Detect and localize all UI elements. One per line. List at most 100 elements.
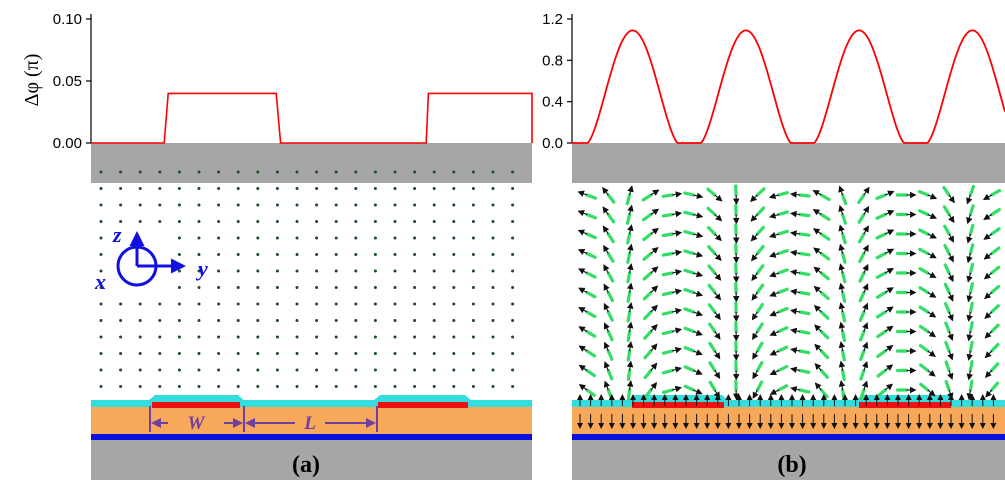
field-dot (197, 236, 201, 240)
field-arrow (683, 307, 704, 317)
field-dot (295, 368, 299, 372)
field-dot (511, 368, 515, 372)
field-dot (373, 253, 377, 256)
field-dot (334, 385, 338, 388)
field-dot (177, 220, 181, 223)
red-strip-b-2 (859, 402, 951, 408)
field-dot (256, 203, 260, 207)
field-arrow (683, 346, 703, 356)
field-arrow (752, 341, 764, 360)
field-dot (256, 253, 260, 256)
field-dot (354, 319, 358, 322)
field-dot (452, 187, 456, 190)
panel-a: Δφ (π) 0.00 0.05 0.10 (21, 11, 533, 480)
field-dot (373, 368, 377, 372)
field-arrow (983, 208, 1001, 220)
field-arrow (603, 264, 615, 283)
field-dot (138, 319, 142, 322)
field-arrow (732, 242, 740, 264)
field-dot (511, 335, 515, 339)
field-dot (295, 286, 299, 289)
field-arrow (578, 345, 597, 358)
field-dot (217, 253, 221, 256)
field-dot (256, 335, 260, 339)
field-dot (413, 335, 417, 339)
field-dot (471, 335, 475, 339)
field-dot (393, 319, 397, 322)
field-dot (295, 335, 299, 339)
field-dot (177, 236, 181, 240)
field-arrow (769, 287, 789, 297)
field-arrow (643, 362, 658, 380)
width-label: W (188, 413, 206, 434)
field-dot (158, 302, 162, 306)
field-arrow (683, 326, 703, 336)
spacing-label: L (303, 413, 316, 434)
field-arrow (876, 383, 894, 398)
field-dot (158, 368, 162, 372)
field-arrow (838, 302, 847, 323)
field-dot (315, 269, 319, 273)
field-arrow (626, 321, 634, 342)
field-dot (256, 170, 260, 174)
field-dot (413, 220, 417, 223)
y-tick-label-a: 0.05 (53, 73, 82, 90)
field-arrow (641, 208, 660, 222)
field-arrow (813, 305, 830, 320)
field-dot (334, 203, 338, 207)
field-dot (99, 319, 103, 322)
field-dot (471, 286, 475, 289)
field-arrow (603, 341, 614, 361)
substrate-top-a (91, 143, 532, 183)
field-arrow (966, 301, 974, 322)
field-dot (275, 286, 279, 289)
field-arrow (578, 384, 596, 397)
field-arrow (661, 366, 682, 375)
field-arrow (577, 210, 598, 220)
field-dot (413, 253, 417, 256)
field-dot (256, 352, 260, 355)
field-arrow (838, 263, 847, 284)
field-arrow (943, 263, 954, 283)
field-arrow (790, 269, 811, 276)
field-arrow (751, 302, 765, 321)
phase-plot-b: 0.0 0.4 0.8 1.2 (542, 11, 1005, 183)
field-dot (354, 269, 358, 273)
field-dot (99, 368, 103, 372)
field-dot (275, 236, 279, 240)
field-dot (217, 269, 221, 273)
field-arrow (626, 302, 634, 323)
field-dot (393, 253, 397, 256)
field-dot (119, 220, 123, 223)
field-arrow (838, 341, 846, 362)
field-arrow (984, 362, 1000, 379)
field-dot (275, 302, 279, 306)
field-dot (432, 319, 436, 322)
field-arrow (752, 380, 764, 399)
field-dot (197, 187, 201, 190)
field-arrow (875, 210, 895, 220)
field-dot (236, 170, 240, 174)
field-arrow (626, 341, 634, 362)
field-dot (471, 187, 475, 190)
field-dot (373, 170, 377, 174)
field-dot (236, 335, 240, 339)
field-arrow (769, 326, 789, 336)
field-dot (452, 385, 456, 388)
field-dot (393, 187, 397, 190)
phase-curve-a (91, 92, 533, 144)
field-dot (177, 368, 181, 372)
field-arrow (918, 228, 937, 239)
field-arrow (966, 184, 976, 205)
field-dot (315, 352, 319, 355)
red-strip-b-1 (632, 402, 724, 408)
field-dot (511, 220, 515, 223)
field-arrow (876, 364, 894, 378)
field-arrow (838, 185, 848, 206)
field-arrow (875, 287, 894, 299)
field-dot (491, 335, 495, 339)
field-arrow (643, 343, 658, 360)
field-dot (119, 385, 123, 388)
field-dot (491, 302, 495, 306)
field-arrow (752, 322, 764, 341)
